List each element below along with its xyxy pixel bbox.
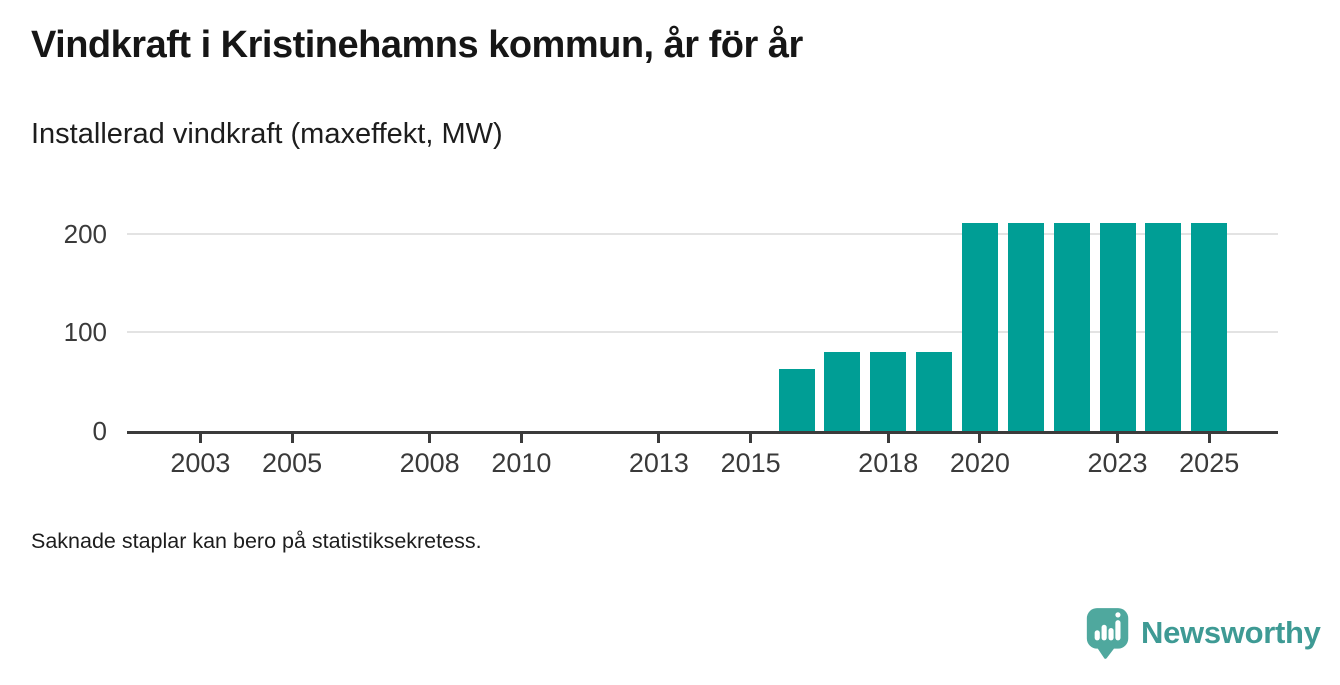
x-tick-2010 [519, 434, 523, 443]
y-axis-label-0: 0 [92, 416, 107, 446]
y-axis-label-200: 200 [63, 218, 107, 249]
x-tick-2020 [978, 434, 982, 443]
x-axis-label-2010: 2010 [491, 448, 552, 478]
chart-subtitle: Installerad vindkraft (maxeffekt, MW) [31, 118, 503, 150]
x-axis-label-2005: 2005 [262, 448, 323, 478]
x-axis-label-2013: 2013 [628, 448, 689, 478]
bar-2018 [870, 352, 907, 431]
footnote: Saknade staplar kan bero på statistiksek… [31, 529, 482, 553]
y-axis: 0 100 200 [0, 210, 107, 446]
x-tick-2005 [290, 434, 294, 443]
bar-2021 [1007, 222, 1044, 431]
x-tick-2025 [1207, 434, 1211, 443]
y-axis-label-100: 100 [63, 317, 107, 348]
gridline-100 [127, 331, 1278, 334]
x-tick-2003 [198, 434, 202, 443]
x-axis-line [127, 431, 1278, 434]
x-axis-label-2023: 2023 [1087, 448, 1148, 478]
x-axis-label-2008: 2008 [399, 448, 460, 478]
x-axis-label-2018: 2018 [858, 448, 919, 478]
x-axis-label-2025: 2025 [1179, 448, 1240, 478]
x-axis-label-2015: 2015 [720, 448, 781, 478]
bar-2023 [1099, 222, 1136, 431]
x-tick-2018 [886, 434, 890, 443]
x-axis-label-2003: 2003 [170, 448, 231, 478]
newsworthy-logo: Newsworthy [1085, 606, 1321, 660]
x-axis-labels: 2003 2005 2008 2010 2013 2015 2018 2020 2023 2025 [127, 448, 1278, 480]
x-tick-2008 [428, 434, 432, 443]
newsworthy-wordmark: Newsworthy [1141, 615, 1321, 650]
bar-2017 [824, 352, 861, 431]
bar-2016 [778, 368, 815, 431]
bar-2019 [916, 352, 953, 431]
plot-area [127, 210, 1278, 431]
x-axis-ticks [127, 434, 1278, 444]
bar-2025 [1191, 222, 1228, 431]
chart-title: Vindkraft i Kristinehamns kommun, år för… [31, 24, 803, 66]
gridline-200 [127, 232, 1278, 235]
x-axis-label-2020: 2020 [949, 448, 1010, 478]
x-tick-2015 [749, 434, 753, 443]
bar-2022 [1053, 222, 1090, 431]
x-tick-2023 [1116, 434, 1119, 443]
newsworthy-speech-bubble-chart-icon [1085, 606, 1131, 660]
bar-2024 [1145, 222, 1182, 431]
x-tick-2013 [657, 434, 661, 443]
bar-2020 [961, 222, 998, 431]
